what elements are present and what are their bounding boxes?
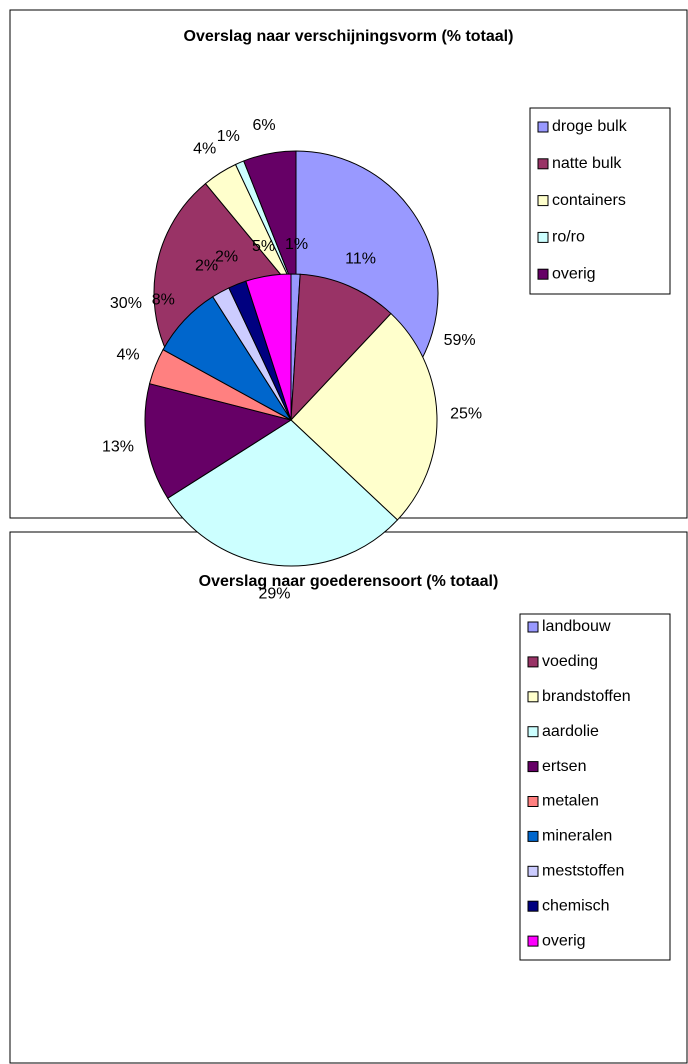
legend-label: chemisch bbox=[542, 897, 610, 914]
chart-title: Overslag naar goederensoort (% totaal) bbox=[199, 573, 499, 590]
legend-label: ro/ro bbox=[552, 229, 585, 246]
legend-label: voeding bbox=[542, 653, 598, 670]
pie-slice bbox=[245, 273, 292, 421]
legend-label: natte bulk bbox=[552, 155, 622, 172]
legend-label: mineralen bbox=[542, 828, 612, 845]
legend-swatch bbox=[527, 935, 539, 947]
data-label: 6% bbox=[253, 117, 276, 134]
data-label: 1% bbox=[217, 128, 240, 145]
legend-swatch bbox=[537, 121, 549, 133]
data-label: 8% bbox=[152, 291, 175, 308]
data-label: 1% bbox=[285, 236, 308, 253]
legend-label: landbouw bbox=[542, 618, 611, 635]
legend-label: metalen bbox=[542, 793, 599, 810]
legend-swatch bbox=[537, 231, 549, 243]
legend-swatch bbox=[527, 656, 539, 668]
data-label: 5% bbox=[252, 238, 275, 255]
legend-label: overig bbox=[542, 932, 586, 949]
data-label: 2% bbox=[195, 258, 218, 275]
data-label: 13% bbox=[102, 439, 134, 456]
legend-label: containers bbox=[552, 192, 626, 209]
data-label: 4% bbox=[117, 347, 140, 364]
data-label: 29% bbox=[258, 586, 290, 603]
legend-swatch bbox=[537, 158, 549, 170]
legend-frame bbox=[519, 613, 671, 961]
pie-slice bbox=[243, 150, 297, 294]
legend-label: droge bulk bbox=[552, 118, 628, 135]
legend-swatch bbox=[527, 830, 539, 842]
legend-swatch bbox=[527, 726, 539, 738]
legend-swatch bbox=[537, 268, 549, 280]
legend-label: aardolie bbox=[542, 723, 599, 740]
pie-slice bbox=[167, 419, 399, 567]
legend-swatch bbox=[527, 900, 539, 912]
legend-label: brandstoffen bbox=[542, 688, 631, 705]
data-label: 30% bbox=[110, 295, 142, 312]
legend-swatch bbox=[527, 621, 539, 633]
pie-slice bbox=[144, 383, 293, 499]
legend-label: meststoffen bbox=[542, 863, 624, 880]
data-label: 25% bbox=[450, 406, 482, 423]
legend-swatch bbox=[527, 796, 539, 807]
legend-label: ertsen bbox=[542, 758, 586, 775]
data-label: 2% bbox=[215, 248, 238, 265]
legend-swatch bbox=[527, 865, 539, 877]
legend-swatch bbox=[527, 761, 539, 773]
chart-title: Overslag naar verschijningsvorm (% totaa… bbox=[184, 28, 514, 45]
data-label: 11% bbox=[345, 250, 376, 267]
data-label: 59% bbox=[444, 332, 476, 349]
legend-swatch bbox=[527, 691, 539, 703]
legend-label: overig bbox=[552, 265, 596, 282]
legend-swatch bbox=[537, 195, 549, 207]
legend-frame bbox=[529, 107, 671, 295]
pie-slice bbox=[290, 312, 438, 521]
pie-slice bbox=[290, 273, 392, 422]
data-label: 4% bbox=[193, 140, 216, 157]
